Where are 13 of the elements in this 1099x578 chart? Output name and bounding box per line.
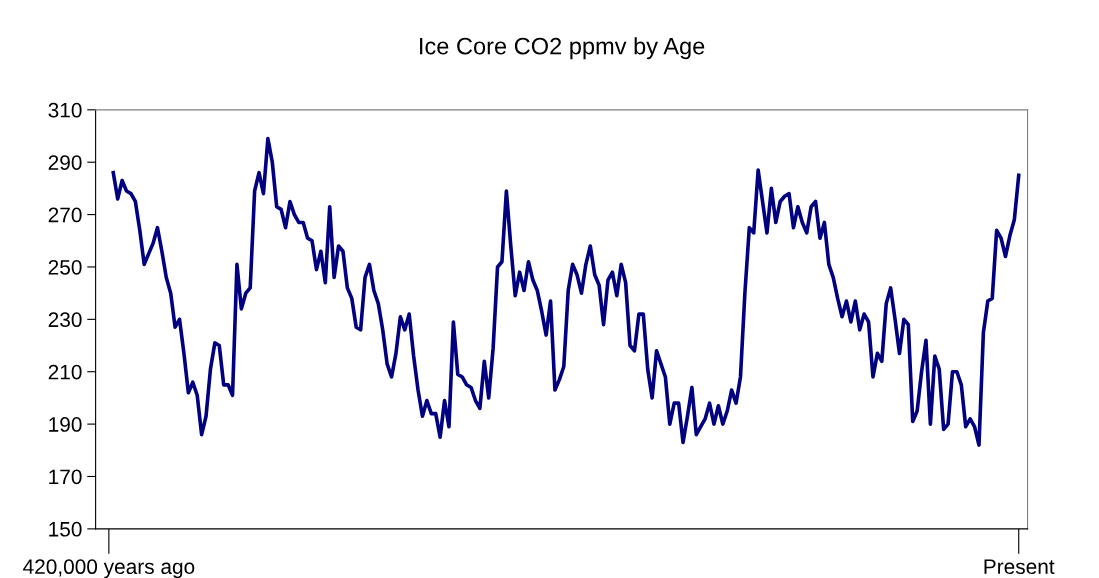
- y-tick-label: 170: [49, 469, 82, 485]
- y-tick-label: 270: [48, 207, 82, 223]
- y-tick-label: 150: [49, 521, 82, 537]
- line-series: [111, 136, 1021, 447]
- y-tick-label: 310: [48, 102, 82, 118]
- y-tick-label: 290: [48, 155, 82, 170]
- y-tick-label: 190: [49, 417, 82, 432]
- x-tick-label: Present: [984, 559, 1055, 575]
- y-tick-label: 210: [48, 364, 82, 380]
- y-tick-label: 230: [48, 312, 82, 328]
- x-tick-label: 420,000 years ago: [23, 559, 195, 578]
- y-tick-label: 250: [48, 259, 82, 275]
- chart-title: Ice Core CO2 ppmv by Age: [420, 37, 705, 60]
